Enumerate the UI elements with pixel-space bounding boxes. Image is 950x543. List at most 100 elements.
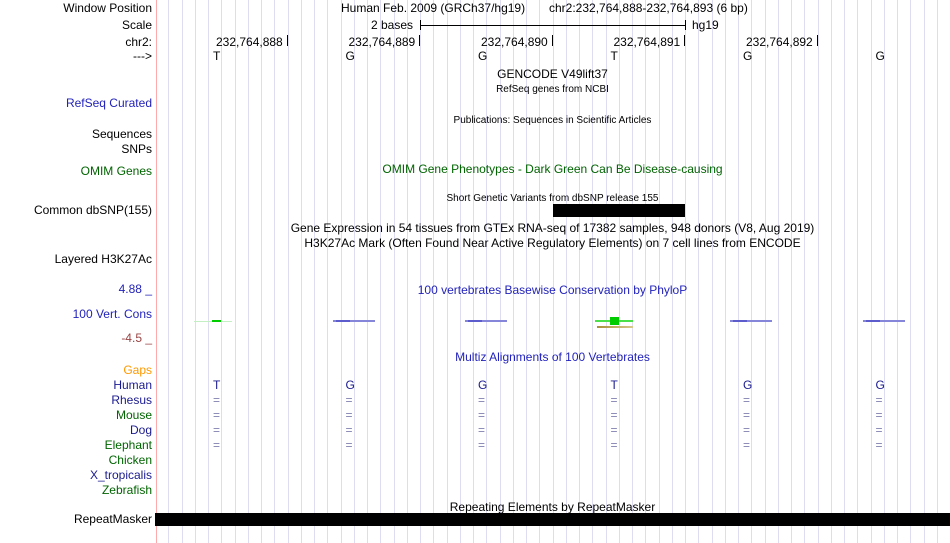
ruler-coordinate: 232,764,889 — [348, 35, 416, 49]
multiz-cell[interactable]: = — [345, 423, 353, 437]
multiz-species-label-x_tropicalis[interactable]: X_tropicalis — [89, 468, 152, 482]
grid-line — [194, 0, 196, 543]
grid-line — [777, 0, 779, 543]
multiz-cell[interactable]: = — [478, 408, 486, 422]
ruler-coordinate: 232,764,892 — [746, 35, 813, 49]
track-title-gtex[interactable]: Gene Expression in 54 tissues from GTEx … — [290, 221, 815, 235]
multiz-cell[interactable]: = — [743, 408, 751, 422]
ruler-base-letter: G — [478, 49, 488, 63]
multiz-cell[interactable]: = — [875, 438, 883, 452]
grid-line — [724, 0, 726, 543]
multiz-species-label-mouse[interactable]: Mouse — [115, 408, 152, 422]
conservation-mark-blue[interactable] — [332, 320, 375, 322]
multiz-cell[interactable]: = — [610, 423, 618, 437]
track-label-sequences[interactable]: Sequences — [91, 127, 152, 141]
track-title-gencode[interactable]: GENCODE V49lift37 — [497, 67, 608, 81]
multiz-species-label-human[interactable]: Human — [113, 378, 152, 392]
track-title-multiz[interactable]: Multiz Alignments of 100 Vertebrates — [455, 350, 650, 364]
grid-line — [857, 0, 859, 543]
multiz-cell[interactable]: = — [345, 438, 353, 452]
multiz-cell[interactable]: = — [875, 423, 883, 437]
multiz-species-label-chicken[interactable]: Chicken — [108, 453, 152, 467]
track-title-omim[interactable]: OMIM Gene Phenotypes - Dark Green Can Be… — [382, 162, 723, 176]
conservation-mark-green-box[interactable] — [609, 317, 619, 325]
track-label-100-vert-cons[interactable]: 100 Vert. Cons — [72, 307, 152, 321]
multiz-species-label-gaps[interactable]: Gaps — [123, 363, 152, 377]
track-label-snps[interactable]: SNPs — [121, 142, 152, 156]
conservation-mark-blue[interactable] — [465, 320, 507, 322]
multiz-cell[interactable]: = — [213, 393, 221, 407]
multiz-cell[interactable]: = — [478, 438, 486, 452]
ruler-base-letter: G — [875, 49, 885, 63]
scale-label: Scale — [121, 18, 152, 32]
track-label-refseq-curated[interactable]: RefSeq Curated — [65, 96, 152, 110]
repeatmasker-feature-bar[interactable] — [155, 513, 950, 526]
multiz-cell[interactable]: G — [478, 378, 488, 392]
ruler-base-letter: T — [213, 49, 221, 63]
grid-line — [274, 0, 276, 543]
conservation-mark-blue[interactable] — [730, 320, 772, 322]
grid-line — [817, 0, 819, 543]
multiz-cell[interactable]: = — [478, 393, 486, 407]
grid-line — [645, 0, 647, 543]
multiz-cell[interactable]: = — [213, 423, 221, 437]
grid-line — [883, 0, 885, 543]
conservation-mark-blue[interactable] — [862, 320, 905, 322]
ruler-base-letter: T — [610, 49, 618, 63]
grid-line — [420, 0, 421, 543]
grid-line — [499, 0, 501, 543]
grid-line — [168, 0, 170, 543]
multiz-cell[interactable]: = — [875, 408, 883, 422]
multiz-cell[interactable]: T — [213, 378, 221, 392]
multiz-species-label-elephant[interactable]: Elephant — [104, 438, 152, 452]
grid-line — [314, 0, 315, 543]
grid-line — [618, 0, 620, 543]
multiz-cell[interactable]: = — [213, 408, 221, 422]
multiz-cell[interactable]: = — [610, 393, 618, 407]
ruler-coordinate: 232,764,888 — [216, 35, 283, 49]
track-title-refseq-genes[interactable]: RefSeq genes from NCBI — [496, 84, 609, 95]
multiz-cell[interactable]: = — [478, 423, 486, 437]
chrom-label: chr2: — [125, 35, 152, 49]
multiz-cell[interactable]: = — [345, 393, 353, 407]
grid-line — [698, 0, 700, 543]
track-title-repeatmasker[interactable]: Repeating Elements by RepeatMasker — [449, 500, 656, 514]
scale-value: 2 bases — [370, 18, 413, 32]
dbsnp-feature-bar[interactable] — [553, 204, 685, 217]
multiz-cell[interactable]: = — [213, 438, 221, 452]
grid-line — [565, 0, 567, 543]
track-left-edge-line — [156, 0, 157, 543]
multiz-cell[interactable]: = — [610, 408, 618, 422]
track-label-repeatmasker[interactable]: RepeatMasker — [73, 512, 152, 526]
track-title-h3k27ac[interactable]: H3K27Ac Mark (Often Found Near Active Re… — [304, 236, 801, 250]
grid-line — [512, 0, 514, 543]
ruler-tick — [551, 35, 553, 46]
track-title-conservation[interactable]: 100 vertebrates Basewise Conservation by… — [417, 283, 688, 297]
multiz-cell[interactable]: G — [743, 378, 753, 392]
grid-line — [897, 0, 898, 543]
multiz-cell[interactable]: G — [875, 378, 885, 392]
track-label-layered-h3k27ac[interactable]: Layered H3K27Ac — [54, 252, 152, 266]
conservation-mark-blue-dark — [865, 320, 880, 322]
track-label-omim-genes[interactable]: OMIM Genes — [80, 164, 152, 178]
track-label-common-dbsnp[interactable]: Common dbSNP(155) — [33, 203, 152, 217]
multiz-cell[interactable]: = — [743, 423, 751, 437]
multiz-species-label-dog[interactable]: Dog — [129, 423, 152, 437]
multiz-cell[interactable]: T — [610, 378, 618, 392]
multiz-cell[interactable]: = — [610, 438, 618, 452]
multiz-cell[interactable]: = — [743, 438, 751, 452]
multiz-cell[interactable]: = — [743, 393, 751, 407]
multiz-cell[interactable]: = — [875, 393, 883, 407]
multiz-species-label-rhesus[interactable]: Rhesus — [111, 393, 152, 407]
grid-line — [804, 0, 806, 543]
track-title-publications[interactable]: Publications: Sequences in Scientific Ar… — [453, 115, 652, 126]
grid-line — [327, 0, 329, 543]
scale-bracket — [420, 20, 686, 30]
grid-line — [711, 0, 713, 543]
grid-line — [406, 0, 408, 543]
track-title-dbsnp[interactable]: Short Genetic Variants from dbSNP releas… — [446, 193, 659, 204]
grid-line — [446, 0, 448, 543]
multiz-cell[interactable]: G — [345, 378, 355, 392]
multiz-cell[interactable]: = — [345, 408, 353, 422]
multiz-species-label-zebrafish[interactable]: Zebrafish — [101, 483, 152, 497]
